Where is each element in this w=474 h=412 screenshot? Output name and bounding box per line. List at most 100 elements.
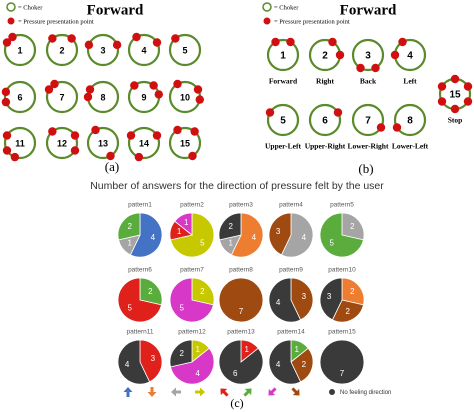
- choker: [45, 33, 79, 67]
- pressure-point: [83, 92, 93, 102]
- choker-number: 7: [59, 92, 64, 102]
- pie-slice: [139, 339, 163, 383]
- pressure-point: [10, 152, 20, 162]
- pressure-point: [356, 63, 365, 73]
- slice-label: 4: [151, 233, 156, 242]
- slice-label: 7: [340, 369, 345, 378]
- direction-label: Upper-Right: [305, 142, 346, 151]
- pie-slice: [170, 347, 215, 385]
- panel-a-label: (a): [105, 159, 119, 174]
- pressure-point: [134, 152, 144, 162]
- slice-label: 4: [252, 233, 257, 242]
- slice-label: 3: [302, 292, 307, 301]
- pressure-point: [106, 151, 115, 161]
- pressure-point: [85, 85, 95, 94]
- slice-label: 4: [276, 360, 281, 369]
- panel-c-title: Number of answers for the direction of p…: [90, 180, 384, 192]
- arrow-shape: [243, 388, 252, 397]
- pie-name: pattern8: [229, 267, 253, 274]
- pressure-point: [2, 38, 12, 47]
- pie-slice: [169, 277, 214, 323]
- choker: [3, 33, 37, 67]
- pie-slice: [117, 339, 151, 385]
- slice-label: 6: [233, 369, 238, 378]
- pie-slice: [290, 347, 314, 383]
- pressure-point: [152, 38, 162, 47]
- choker-number: 4: [407, 51, 413, 62]
- legend-text: = Choker: [274, 4, 299, 11]
- legend-arrow: [291, 387, 300, 396]
- direction-label: Upper-Left: [265, 142, 301, 151]
- choker-number: 6: [322, 116, 328, 127]
- arrow-shape: [195, 387, 205, 397]
- pressure-point: [286, 37, 295, 47]
- choker-number: 10: [180, 92, 190, 102]
- pie-slice: [319, 339, 365, 385]
- slice-label: 2: [148, 287, 153, 296]
- choker-number: 12: [57, 138, 67, 148]
- panel-b-label: (b): [358, 161, 373, 176]
- pressure-point: [265, 108, 275, 117]
- choker-number: 9: [141, 92, 146, 102]
- pie-slice: [139, 277, 163, 306]
- slice-label: 4: [196, 369, 201, 378]
- slice-label: 1: [295, 345, 300, 354]
- choker: [45, 126, 79, 160]
- pie-name: pattern6: [128, 267, 152, 274]
- pressure-point: [437, 82, 447, 91]
- pressure-point: [450, 74, 460, 84]
- slice-label: 5: [127, 303, 132, 312]
- pie-slice: [174, 212, 193, 236]
- direction-label: Stop: [448, 116, 463, 125]
- slice-label: 1: [184, 218, 189, 227]
- legend-arrow: [243, 388, 252, 397]
- legend-arrow: [195, 387, 205, 397]
- pie-name: pattern5: [330, 202, 354, 209]
- pie-slice: [117, 212, 141, 241]
- pressure-point: [328, 37, 337, 47]
- pressure-point: [398, 37, 407, 47]
- pressure-point: [2, 131, 12, 140]
- slice-label: 1: [228, 238, 233, 247]
- panel-c-label: (c): [230, 396, 243, 410]
- pie-slice: [341, 277, 365, 306]
- legend-arrow: [147, 387, 157, 397]
- pressure-point: [188, 151, 197, 161]
- choker-number: 15: [449, 90, 461, 101]
- slice-label: 7: [239, 307, 244, 316]
- slice-label: 4: [125, 360, 130, 369]
- slice-label: 3: [151, 354, 156, 363]
- choker-number: 7: [365, 116, 371, 127]
- pressure-point: [390, 50, 400, 60]
- pressure-point: [173, 79, 182, 89]
- legend-text: = Choker: [18, 4, 43, 11]
- slice-label: 5: [329, 238, 334, 247]
- slice-label: 4: [302, 233, 307, 242]
- pie-slice: [331, 299, 364, 323]
- legend-text: = Pressure presentation point: [274, 18, 350, 25]
- pie-name: pattern10: [328, 267, 356, 274]
- slice-label: 1: [196, 345, 201, 354]
- slice-label: 2: [302, 360, 307, 369]
- direction-label: Back: [360, 77, 377, 86]
- choker: [266, 103, 300, 137]
- pressure-point: [149, 81, 158, 90]
- slice-label: 1: [127, 238, 132, 247]
- choker: [45, 80, 79, 114]
- choker: [266, 38, 300, 72]
- pie-name: pattern11: [127, 329, 154, 336]
- slice-label: 5: [200, 238, 205, 247]
- pie-slice: [191, 277, 215, 306]
- point-icon: [7, 17, 15, 25]
- choker: [3, 126, 37, 160]
- legend-arrow: [220, 388, 229, 397]
- legend-arrow: [268, 387, 277, 396]
- pie-slice: [230, 212, 264, 258]
- pressure-point: [171, 34, 180, 43]
- pressure-point: [190, 127, 199, 136]
- legend-text: = Pressure presentation point: [18, 18, 94, 25]
- choker-number: 5: [280, 116, 286, 127]
- choker: [127, 126, 161, 160]
- pressure-point: [152, 131, 162, 140]
